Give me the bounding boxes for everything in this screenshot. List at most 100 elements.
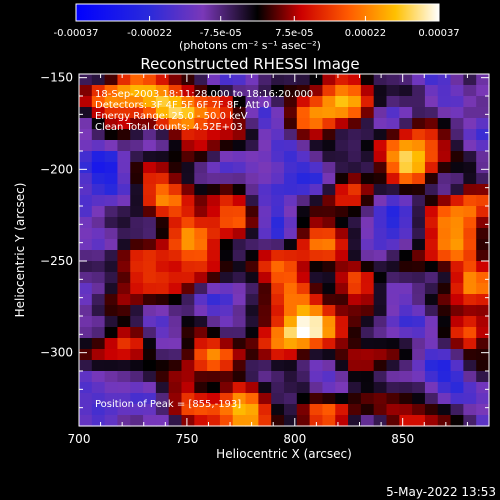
heatmap-cell bbox=[245, 162, 259, 174]
heatmap-cell bbox=[348, 305, 362, 317]
heatmap-cell bbox=[155, 85, 170, 97]
heatmap-cell bbox=[373, 294, 388, 306]
heatmap-cell bbox=[143, 294, 157, 306]
heatmap-cell bbox=[412, 140, 426, 152]
heatmap-cell bbox=[335, 239, 349, 251]
heatmap-cell bbox=[271, 195, 285, 207]
heatmap-cell bbox=[360, 140, 375, 152]
heatmap-cell bbox=[284, 261, 298, 273]
heatmap-cell bbox=[91, 140, 106, 152]
heatmap-cell bbox=[194, 272, 208, 284]
heatmap-cell bbox=[117, 393, 131, 405]
heatmap-cell bbox=[258, 107, 272, 119]
heatmap-cell bbox=[117, 261, 131, 273]
heatmap-cell bbox=[117, 338, 131, 350]
heatmap-cell bbox=[437, 250, 452, 262]
heatmap-cell bbox=[424, 349, 439, 361]
heatmap-cell bbox=[360, 283, 375, 295]
heatmap-cell bbox=[399, 107, 413, 119]
colorbar-unit-label: (photons cm⁻² s⁻¹ asec⁻²) bbox=[179, 39, 321, 52]
heatmap-cell bbox=[207, 206, 221, 218]
heatmap-cell bbox=[232, 228, 247, 240]
heatmap-cell bbox=[348, 294, 362, 306]
heatmap-cell bbox=[91, 316, 106, 328]
heatmap-cell bbox=[91, 96, 106, 108]
heatmap-cell bbox=[335, 360, 349, 372]
heatmap-cell bbox=[284, 360, 298, 372]
heatmap-cell bbox=[463, 118, 477, 130]
heatmap-cell bbox=[207, 129, 221, 141]
heatmap-cell bbox=[412, 382, 426, 394]
heatmap-cell bbox=[322, 173, 336, 185]
heatmap-cell bbox=[309, 195, 324, 207]
heatmap-cell bbox=[104, 206, 119, 218]
heatmap-cell bbox=[79, 228, 93, 240]
heatmap-cell bbox=[284, 415, 298, 427]
heatmap-cell bbox=[399, 393, 413, 405]
heatmap-cell bbox=[245, 338, 259, 350]
heatmap-cell bbox=[130, 349, 144, 361]
heatmap-cell bbox=[386, 118, 400, 130]
heatmap-cell bbox=[450, 206, 464, 218]
heatmap-cell bbox=[130, 382, 144, 394]
heatmap-cell bbox=[143, 162, 157, 174]
heatmap-cell bbox=[155, 151, 170, 163]
heatmap-cell bbox=[463, 415, 477, 427]
heatmap-cell bbox=[104, 404, 119, 416]
heatmap-cell bbox=[232, 294, 247, 306]
heatmap-cell bbox=[104, 129, 119, 141]
heatmap-cell bbox=[399, 338, 413, 350]
heatmap-cell bbox=[232, 140, 247, 152]
heatmap-cell bbox=[219, 305, 234, 317]
heatmap-cell bbox=[155, 261, 170, 273]
heatmap-cell bbox=[168, 305, 183, 317]
heatmap-cell bbox=[91, 195, 106, 207]
heatmap-cell bbox=[245, 140, 259, 152]
heatmap-cell bbox=[296, 228, 311, 240]
heatmap-cell bbox=[194, 118, 208, 130]
heatmap-cell bbox=[143, 195, 157, 207]
heatmap-cell bbox=[322, 415, 336, 427]
heatmap-cell bbox=[476, 305, 490, 317]
heatmap-cell bbox=[309, 404, 324, 416]
heatmap-cell bbox=[168, 360, 183, 372]
heatmap-cell bbox=[296, 107, 311, 119]
heatmap-cell bbox=[232, 118, 247, 130]
heatmap-cell bbox=[399, 140, 413, 152]
heatmap-cell bbox=[258, 217, 272, 229]
heatmap-cell bbox=[117, 85, 131, 97]
info-line-energy: Energy Range: 25.0 - 50.0 keV bbox=[95, 111, 248, 122]
heatmap-cell bbox=[296, 184, 311, 196]
heatmap-cell bbox=[463, 283, 477, 295]
heatmap-cell bbox=[424, 118, 439, 130]
heatmap-cell bbox=[130, 162, 144, 174]
heatmap-cell bbox=[181, 349, 195, 361]
heatmap-cell bbox=[219, 261, 234, 273]
heatmap-cell bbox=[91, 382, 106, 394]
colorbar-tick-label: 0.00022 bbox=[345, 28, 386, 39]
heatmap-cell bbox=[207, 107, 221, 119]
heatmap-cell bbox=[335, 294, 349, 306]
heatmap-cell bbox=[117, 415, 131, 427]
heatmap-cell bbox=[412, 305, 426, 317]
heatmap-cell bbox=[437, 96, 452, 108]
heatmap-cell bbox=[360, 316, 375, 328]
heatmap-cell bbox=[91, 74, 106, 86]
heatmap-cell bbox=[450, 140, 464, 152]
heatmap-cell bbox=[463, 162, 477, 174]
heatmap-cell bbox=[424, 96, 439, 108]
heatmap-cell bbox=[373, 239, 388, 251]
heatmap-cell bbox=[232, 327, 247, 339]
heatmap-cell bbox=[181, 151, 195, 163]
heatmap-cell bbox=[117, 250, 131, 262]
heatmap-cell bbox=[155, 338, 170, 350]
heatmap-cell bbox=[181, 107, 195, 119]
heatmap-cell bbox=[91, 162, 106, 174]
heatmap-cell bbox=[335, 74, 349, 86]
heatmap-cell bbox=[463, 371, 477, 383]
heatmap-cell bbox=[348, 338, 362, 350]
heatmap-cell bbox=[104, 217, 119, 229]
heatmap-cell bbox=[104, 305, 119, 317]
heatmap-cell bbox=[271, 382, 285, 394]
heatmap-cell bbox=[360, 250, 375, 262]
